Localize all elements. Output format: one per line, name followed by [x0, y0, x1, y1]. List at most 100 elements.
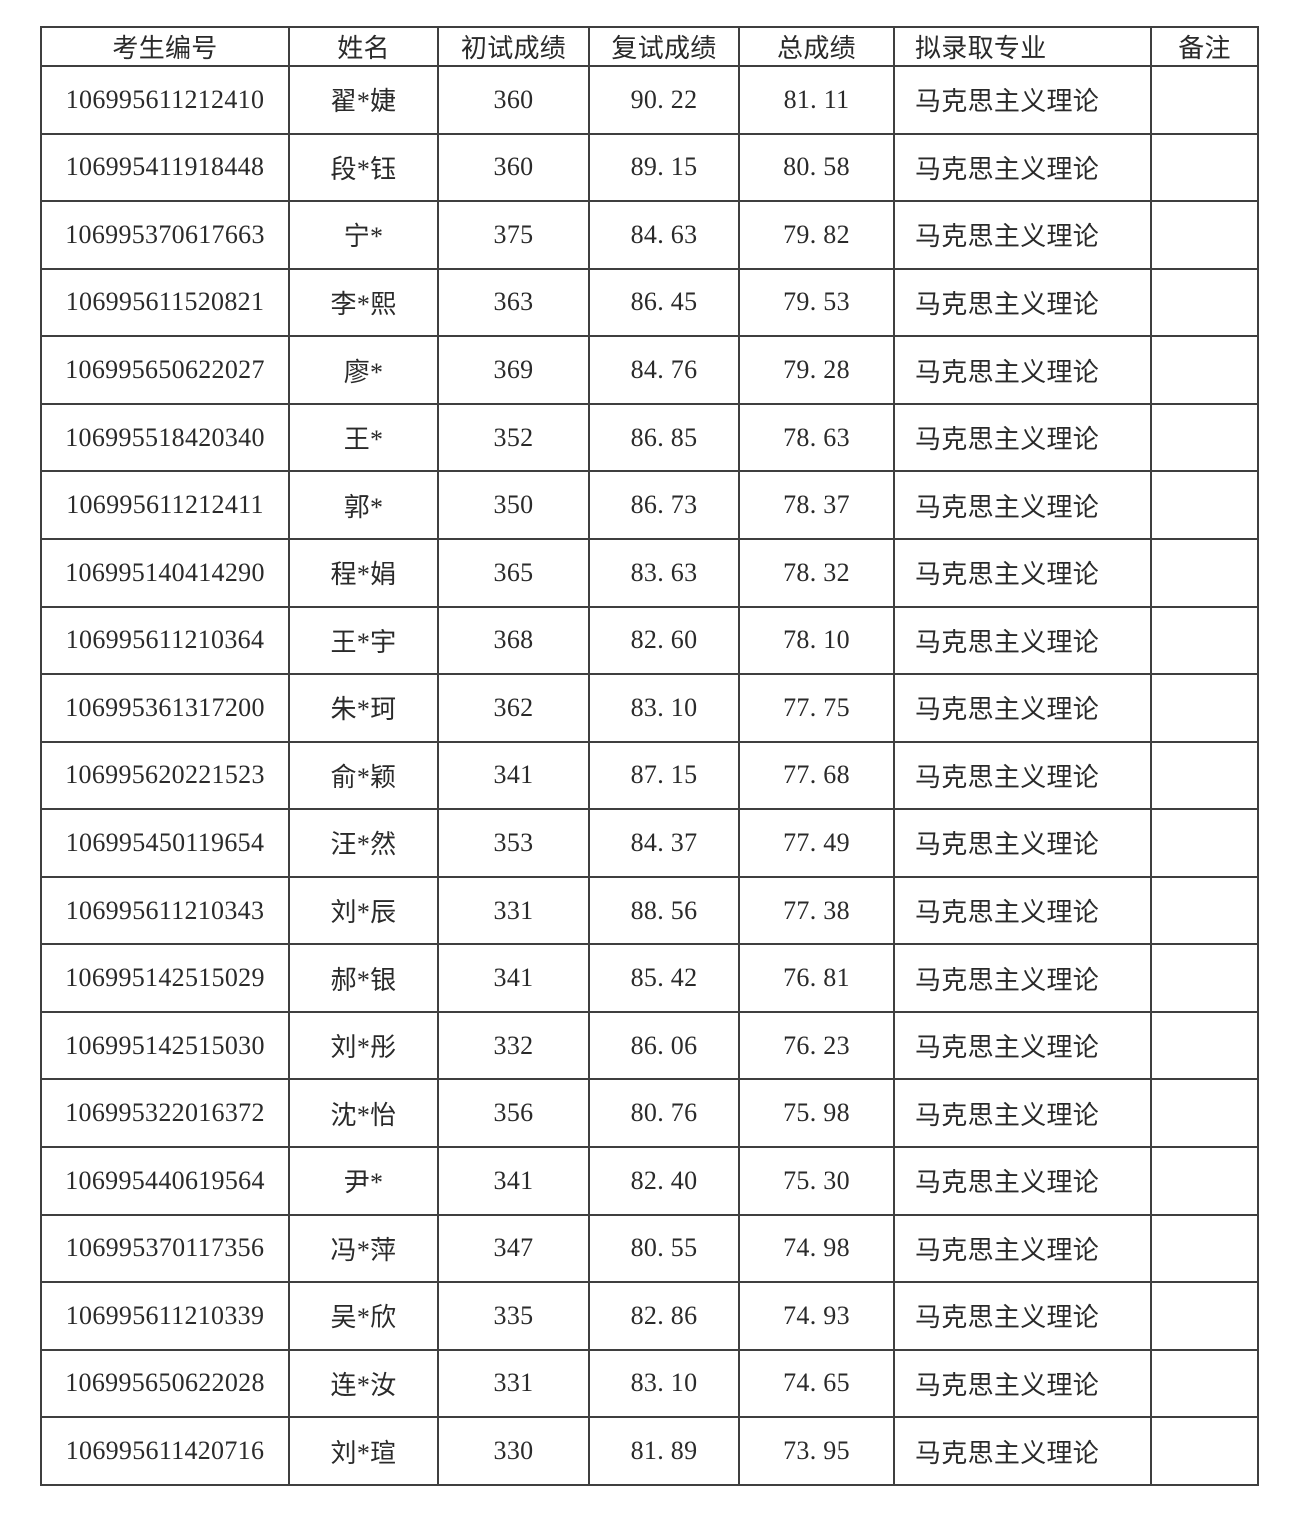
cell-retest-score: 82. 86 [588, 1281, 740, 1351]
cell-name: 连*汝 [288, 1348, 439, 1419]
table-row: 106995611210364 王*宇 368 82. 60 78. 10 马克… [40, 605, 1259, 676]
cell-initial-score: 335 [437, 1281, 590, 1351]
cell-remark [1150, 402, 1259, 473]
cell-exam-id: 106995142515029 [40, 943, 290, 1013]
header-cell-retest-score: 复试成绩 [588, 26, 740, 67]
table-row: 106995361317200 朱*珂 362 83. 10 77. 75 马克… [40, 673, 1259, 743]
cell-remark [1150, 200, 1259, 270]
cell-remark [1150, 605, 1259, 676]
cell-total-score: 75. 30 [738, 1146, 895, 1216]
cell-major: 马克思主义理论 [893, 267, 1152, 338]
cell-remark [1150, 1213, 1259, 1284]
cell-initial-score: 362 [437, 673, 590, 743]
cell-retest-score: 86. 85 [588, 402, 740, 473]
table-row: 106995611420716 刘*瑄 330 81. 89 73. 95 马克… [40, 1416, 1259, 1486]
cell-exam-id: 106995518420340 [40, 402, 290, 473]
cell-remark [1150, 1010, 1259, 1081]
table-row: 106995411918448 段*钰 360 89. 15 80. 58 马克… [40, 132, 1259, 203]
cell-total-score: 80. 58 [738, 132, 895, 203]
cell-exam-id: 106995450119654 [40, 808, 290, 878]
cell-total-score: 77. 49 [738, 808, 895, 878]
cell-initial-score: 341 [437, 740, 590, 811]
cell-major: 马克思主义理论 [893, 1010, 1152, 1081]
cell-exam-id: 106995140414290 [40, 537, 290, 608]
header-row: 考生编号 姓名 初试成绩 复试成绩 总成绩 拟录取专业 备注 [40, 26, 1259, 67]
cell-remark [1150, 808, 1259, 878]
cell-retest-score: 88. 56 [588, 875, 740, 946]
cell-retest-score: 86. 45 [588, 267, 740, 338]
admission-table: 考生编号 姓名 初试成绩 复试成绩 总成绩 拟录取专业 备注 106995611… [40, 26, 1259, 1486]
cell-name: 吴*欣 [288, 1281, 439, 1351]
cell-retest-score: 87. 15 [588, 740, 740, 811]
cell-total-score: 77. 38 [738, 875, 895, 946]
cell-retest-score: 83. 10 [588, 673, 740, 743]
cell-initial-score: 352 [437, 402, 590, 473]
cell-name: 汪*然 [288, 808, 439, 878]
cell-initial-score: 350 [437, 470, 590, 540]
table-body: 106995611212410 翟*婕 360 90. 22 81. 11 马克… [40, 65, 1259, 1486]
cell-retest-score: 80. 55 [588, 1213, 740, 1284]
cell-name: 朱*珂 [288, 673, 439, 743]
table-row: 106995440619564 尹* 341 82. 40 75. 30 马克思… [40, 1146, 1259, 1216]
cell-retest-score: 82. 40 [588, 1146, 740, 1216]
cell-major: 马克思主义理论 [893, 1281, 1152, 1351]
cell-exam-id: 106995361317200 [40, 673, 290, 743]
table-row: 106995140414290 程*娟 365 83. 63 78. 32 马克… [40, 537, 1259, 608]
cell-name: 程*娟 [288, 537, 439, 608]
cell-exam-id: 106995611212411 [40, 470, 290, 540]
cell-major: 马克思主义理论 [893, 1416, 1152, 1486]
table-row: 106995142515030 刘*彤 332 86. 06 76. 23 马克… [40, 1010, 1259, 1081]
table-row: 106995322016372 沈*怡 356 80. 76 75. 98 马克… [40, 1078, 1259, 1148]
header-cell-name: 姓名 [288, 26, 439, 67]
table-row: 106995611520821 李*熙 363 86. 45 79. 53 马克… [40, 267, 1259, 338]
cell-remark [1150, 1146, 1259, 1216]
cell-remark [1150, 335, 1259, 405]
cell-retest-score: 86. 06 [588, 1010, 740, 1081]
cell-exam-id: 106995650622028 [40, 1348, 290, 1419]
cell-remark [1150, 943, 1259, 1013]
cell-name: 宁* [288, 200, 439, 270]
cell-total-score: 74. 93 [738, 1281, 895, 1351]
header-cell-initial-score: 初试成绩 [437, 26, 590, 67]
cell-total-score: 78. 10 [738, 605, 895, 676]
cell-name: 尹* [288, 1146, 439, 1216]
cell-total-score: 79. 53 [738, 267, 895, 338]
cell-initial-score: 375 [437, 200, 590, 270]
cell-major: 马克思主义理论 [893, 1146, 1152, 1216]
cell-initial-score: 369 [437, 335, 590, 405]
cell-initial-score: 360 [437, 132, 590, 203]
cell-initial-score: 353 [437, 808, 590, 878]
cell-remark [1150, 875, 1259, 946]
cell-major: 马克思主义理论 [893, 740, 1152, 811]
table-row: 106995620221523 俞*颖 341 87. 15 77. 68 马克… [40, 740, 1259, 811]
cell-major: 马克思主义理论 [893, 1348, 1152, 1419]
cell-initial-score: 368 [437, 605, 590, 676]
cell-initial-score: 365 [437, 537, 590, 608]
cell-name: 廖* [288, 335, 439, 405]
table-row: 106995450119654 汪*然 353 84. 37 77. 49 马克… [40, 808, 1259, 878]
cell-name: 冯*萍 [288, 1213, 439, 1284]
cell-name: 刘*彤 [288, 1010, 439, 1081]
cell-initial-score: 331 [437, 1348, 590, 1419]
cell-major: 马克思主义理论 [893, 402, 1152, 473]
table-row: 106995611212410 翟*婕 360 90. 22 81. 11 马克… [40, 65, 1259, 135]
cell-total-score: 76. 81 [738, 943, 895, 1013]
cell-remark [1150, 673, 1259, 743]
cell-remark [1150, 1416, 1259, 1486]
table-row: 106995611212411 郭* 350 86. 73 78. 37 马克思… [40, 470, 1259, 540]
cell-remark [1150, 1078, 1259, 1148]
cell-initial-score: 347 [437, 1213, 590, 1284]
cell-retest-score: 84. 37 [588, 808, 740, 878]
cell-retest-score: 86. 73 [588, 470, 740, 540]
cell-exam-id: 106995611210343 [40, 875, 290, 946]
cell-exam-id: 106995370617663 [40, 200, 290, 270]
cell-name: 沈*怡 [288, 1078, 439, 1148]
cell-remark [1150, 537, 1259, 608]
table-row: 106995370117356 冯*萍 347 80. 55 74. 98 马克… [40, 1213, 1259, 1284]
cell-total-score: 78. 32 [738, 537, 895, 608]
table-row: 106995370617663 宁* 375 84. 63 79. 82 马克思… [40, 200, 1259, 270]
cell-exam-id: 106995142515030 [40, 1010, 290, 1081]
cell-name: 郝*银 [288, 943, 439, 1013]
cell-exam-id: 106995611210339 [40, 1281, 290, 1351]
